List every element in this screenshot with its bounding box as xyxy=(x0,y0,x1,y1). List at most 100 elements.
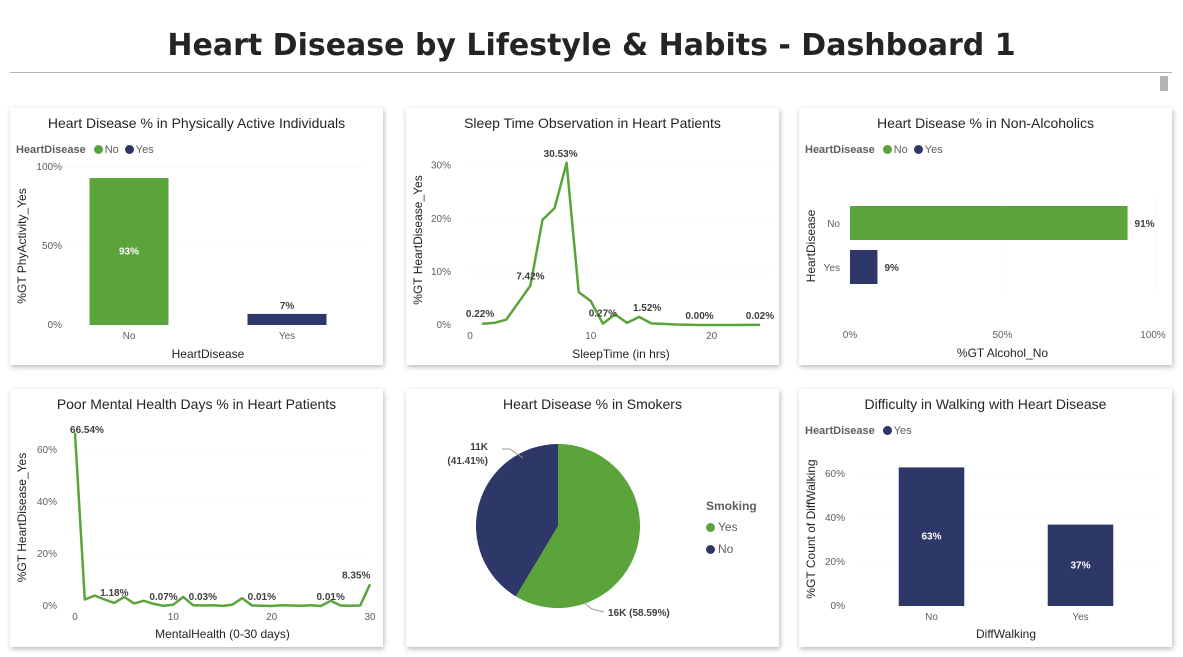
y-tick-label: 30% xyxy=(431,161,451,172)
legend-item-no[interactable]: No xyxy=(706,542,757,556)
legend-label: Yes xyxy=(924,144,943,156)
legend-dot-icon xyxy=(124,145,134,154)
y-tick-label: Yes xyxy=(824,263,840,274)
card-difficulty-walking[interactable]: Difficulty in Walking with Heart Disease… xyxy=(799,389,1172,647)
data-label: 63% xyxy=(921,532,941,543)
y-tick-label: 20% xyxy=(431,214,451,225)
card-smokers[interactable]: Heart Disease % in Smokers 16K (58.59%) 1… xyxy=(406,389,779,647)
data-label: 0.22% xyxy=(466,309,494,320)
y-tick-label: 40% xyxy=(825,513,845,524)
card-title: Sleep Time Observation in Heart Patients xyxy=(464,115,721,131)
x-tick-label: 20 xyxy=(706,331,718,342)
legend-label: Yes xyxy=(135,144,154,156)
legend-label: Yes xyxy=(718,520,738,534)
y-tick-label: No xyxy=(827,219,840,230)
legend-dot-icon xyxy=(882,145,892,154)
x-tick-label: 0 xyxy=(467,331,473,342)
x-axis-title: %GT Alcohol_No xyxy=(957,346,1048,360)
legend-dot-icon xyxy=(913,145,923,154)
y-tick-label: 60% xyxy=(825,469,845,480)
bar-no xyxy=(850,206,1128,240)
card-title: Heart Disease % in Smokers xyxy=(503,396,682,412)
card-physical-activity[interactable]: Heart Disease % in Physically Active Ind… xyxy=(10,108,383,365)
legend: HeartDisease No Yes xyxy=(16,144,158,156)
legend-label: No xyxy=(718,542,734,556)
legend-title: HeartDisease xyxy=(16,144,86,156)
bar-yes xyxy=(247,313,327,325)
legend: HeartDisease No Yes xyxy=(805,144,947,156)
series-line xyxy=(482,161,760,327)
card-sleep-time[interactable]: Sleep Time Observation in Heart Patients… xyxy=(406,108,779,365)
bar-yes xyxy=(1047,524,1114,606)
data-label: 0.00% xyxy=(685,311,713,322)
x-axis-title: HeartDisease xyxy=(172,347,245,361)
x-tick-label: 10 xyxy=(168,612,180,623)
data-label: (41.41%) xyxy=(447,456,488,467)
y-axis-title: HeartDisease xyxy=(804,209,818,282)
data-label: 1.52% xyxy=(633,303,661,314)
x-tick-label: 100% xyxy=(1140,330,1166,341)
y-tick-label: 50% xyxy=(42,241,62,252)
x-tick-label: 50% xyxy=(992,330,1012,341)
legend-dot-icon xyxy=(93,145,103,154)
data-label: 16K (58.59%) xyxy=(608,608,670,619)
legend-item-yes[interactable]: Yes xyxy=(881,425,912,437)
legend-label: No xyxy=(893,144,908,156)
x-axis-title: DiffWalking xyxy=(976,627,1036,641)
card-title: Heart Disease % in Non-Alcoholics xyxy=(876,115,1095,131)
data-label: 11K xyxy=(470,442,489,453)
data-label: 0.03% xyxy=(189,592,217,603)
x-tick-label: No xyxy=(925,612,938,623)
data-label: 93% xyxy=(119,247,139,258)
page-title: Heart Disease by Lifestyle & Habits - Da… xyxy=(167,28,1016,63)
x-axis-title: SleepTime (in hrs) xyxy=(572,347,670,361)
series-line xyxy=(73,432,372,608)
card-title: Poor Mental Health Days % in Heart Patie… xyxy=(56,396,337,412)
pie-slice-no xyxy=(476,444,558,597)
legend-title: HeartDisease xyxy=(805,144,875,156)
x-tick-label: 10 xyxy=(585,331,597,342)
leader-line xyxy=(502,448,524,459)
y-axis-title: %GT HeartDisease_Yes xyxy=(15,453,29,582)
x-tick-label: 0% xyxy=(843,330,858,341)
legend-item-yes[interactable]: Yes xyxy=(123,144,154,156)
data-label: 7.42% xyxy=(516,272,544,283)
bar-no xyxy=(898,467,965,606)
data-label: 1.18% xyxy=(100,588,128,599)
y-tick-label: 0% xyxy=(437,320,452,331)
y-tick-label: 60% xyxy=(37,445,57,456)
legend: HeartDisease Yes xyxy=(805,425,916,437)
data-label: 0.02% xyxy=(746,311,774,322)
y-tick-label: 100% xyxy=(36,162,62,173)
data-label: 7% xyxy=(280,301,295,312)
y-axis-title: %GT Count of DiffWalking xyxy=(804,459,818,598)
x-tick-label: 0 xyxy=(72,612,78,623)
card-title: Difficulty in Walking with Heart Disease xyxy=(864,396,1107,412)
legend-item-yes[interactable]: Yes xyxy=(912,144,943,156)
legend-label: No xyxy=(104,144,119,156)
data-label: 0.27% xyxy=(589,309,617,320)
x-tick-label: Yes xyxy=(1072,612,1088,623)
x-tick-label: 20 xyxy=(266,612,278,623)
leader-line xyxy=(583,602,605,613)
pie-slice-yes xyxy=(515,444,640,608)
data-label: 66.54% xyxy=(70,425,104,436)
bar-no xyxy=(89,178,169,325)
legend-label: Yes xyxy=(893,425,912,437)
data-label: 0.01% xyxy=(248,592,276,603)
card-mental-health[interactable]: Poor Mental Health Days % in Heart Patie… xyxy=(10,389,383,647)
data-label: 9% xyxy=(884,263,899,274)
page-scrollbar-thumb[interactable] xyxy=(1160,76,1168,91)
y-tick-label: 0% xyxy=(831,601,846,612)
legend-item-no[interactable]: No xyxy=(92,144,119,156)
pie-legend: Smoking Yes No xyxy=(706,499,757,564)
legend-item-yes[interactable]: Yes xyxy=(706,520,757,534)
data-label: 0.07% xyxy=(149,592,177,603)
data-label: 91% xyxy=(1135,219,1155,230)
legend-item-no[interactable]: No xyxy=(881,144,908,156)
data-label: 30.53% xyxy=(544,149,578,160)
card-non-alcoholics[interactable]: Heart Disease % in Non-Alcoholics HeartD… xyxy=(799,108,1172,365)
x-tick-label: 30 xyxy=(364,612,376,623)
y-tick-label: 40% xyxy=(37,497,57,508)
x-tick-label: Yes xyxy=(279,331,295,342)
